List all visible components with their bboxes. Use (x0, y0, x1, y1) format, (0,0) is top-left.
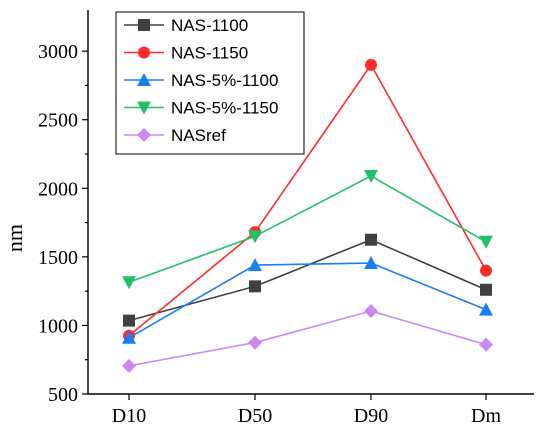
legend-marker (138, 46, 150, 59)
legend-label: NAS-1100 (171, 16, 248, 35)
y-tick-label: 1500 (38, 247, 78, 269)
series-4 (122, 169, 493, 290)
data-point (123, 314, 135, 327)
legend-label: NAS-5%-1150 (171, 99, 278, 118)
legend-item: NASref (124, 126, 226, 145)
series-line (128, 262, 487, 339)
data-point (480, 264, 492, 277)
legend-marker (138, 19, 150, 31)
x-tick-label: Dm (471, 405, 501, 427)
y-tick-label: 500 (48, 384, 78, 406)
y-tick-label: 2000 (38, 178, 78, 200)
series-layer (122, 58, 493, 373)
series-3 (122, 256, 493, 344)
data-point (249, 280, 261, 293)
series-line (128, 238, 487, 322)
series-line (128, 175, 487, 283)
legend-marker (137, 128, 151, 142)
series-1 (123, 233, 492, 327)
y-tick-label: 1000 (38, 315, 78, 337)
y-axis-title: nm (2, 224, 27, 252)
legend-label: NASref (171, 126, 226, 145)
series-line (128, 310, 487, 367)
data-point (364, 304, 378, 319)
legend-item: NAS-1150 (124, 44, 248, 63)
legend-item: NAS-1100 (124, 16, 248, 35)
legend-label: NAS-1150 (171, 44, 248, 63)
data-point (364, 169, 378, 183)
y-ticks: 500 1000 1500 2000 2500 3000 (38, 41, 88, 406)
axes (87, 10, 534, 395)
legend-marker (137, 101, 151, 115)
data-point (480, 283, 492, 296)
data-point (479, 235, 493, 249)
data-point (248, 335, 262, 350)
series-line (128, 63, 487, 337)
data-point (364, 256, 378, 270)
data-point (248, 230, 262, 244)
data-point (122, 276, 136, 290)
x-tick-label: D50 (238, 405, 272, 427)
data-point (248, 258, 262, 272)
data-point (122, 330, 136, 344)
y-tick-label: 2500 (38, 110, 78, 132)
data-point (479, 302, 493, 316)
legend-label: NAS-5%-1100 (171, 71, 278, 90)
legend-item: NAS-5%-1150 (124, 99, 278, 118)
x-ticks: D10 D50 D90 Dm (112, 394, 501, 427)
legend-marker (137, 73, 151, 86)
x-tick-label: D90 (354, 405, 388, 427)
data-point (365, 233, 377, 246)
y-tick-label: 3000 (38, 41, 78, 63)
x-tick-label: D10 (112, 405, 146, 427)
data-point (122, 358, 136, 373)
legend: NAS-1100 NAS-1150 NAS-5%-1100 NAS-5%-1150 NA… (115, 11, 305, 155)
data-point (479, 337, 493, 352)
data-point (365, 58, 377, 71)
legend-item: NAS-5%-1100 (124, 71, 278, 90)
series-5 (122, 304, 493, 373)
